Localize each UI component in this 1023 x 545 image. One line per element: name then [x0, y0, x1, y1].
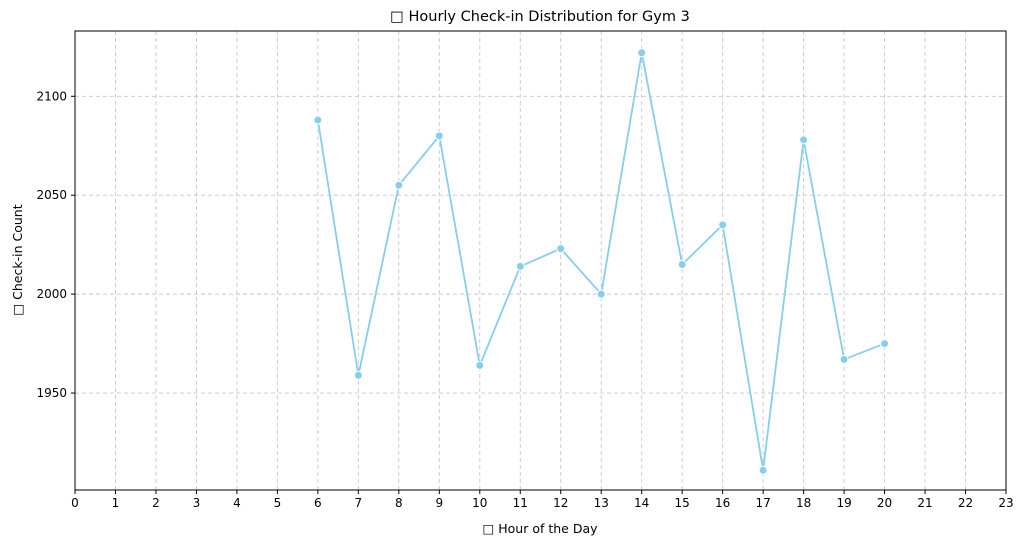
y-axis: 1950 2000 2050 2100 — [36, 89, 75, 400]
data-point — [758, 465, 768, 475]
x-tick-label: 22 — [958, 496, 973, 510]
data-point — [677, 259, 687, 269]
x-tick-label: 1 — [112, 496, 120, 510]
x-axis: 0 1 2 3 4 5 6 7 8 9 10 11 12 13 14 15 16 17 18 19 20 21 22 23 — [71, 490, 1014, 510]
data-point — [799, 135, 809, 145]
x-tick-label: 14 — [634, 496, 649, 510]
x-tick-label: 13 — [594, 496, 609, 510]
x-tick-label: 18 — [796, 496, 811, 510]
x-tick-label: 23 — [998, 496, 1013, 510]
y-axis-label: □ Check-in Count — [10, 204, 25, 315]
x-tick-label: 3 — [193, 496, 201, 510]
data-point — [596, 289, 606, 299]
x-tick-label: 9 — [435, 496, 443, 510]
x-tick-label: 5 — [274, 496, 282, 510]
x-tick-label: 4 — [233, 496, 241, 510]
x-tick-label: 19 — [836, 496, 851, 510]
x-tick-label: 2 — [152, 496, 160, 510]
x-tick-label: 11 — [513, 496, 528, 510]
x-tick-label: 12 — [553, 496, 568, 510]
x-axis-label: □ Hour of the Day — [482, 521, 598, 536]
data-point — [556, 244, 566, 254]
x-tick-label: 6 — [314, 496, 322, 510]
y-tick-label: 1950 — [36, 386, 67, 400]
x-tick-label: 0 — [71, 496, 79, 510]
x-tick-label: 7 — [355, 496, 363, 510]
data-point — [515, 261, 525, 271]
data-point — [637, 48, 647, 58]
data-point — [880, 339, 890, 349]
x-tick-label: 21 — [917, 496, 932, 510]
x-tick-label: 15 — [675, 496, 690, 510]
x-tick-label: 10 — [472, 496, 487, 510]
y-tick-label: 2050 — [36, 188, 67, 202]
x-tick-label: 20 — [877, 496, 892, 510]
plot-frame — [74, 30, 1007, 491]
data-point — [313, 115, 323, 125]
x-tick-label: 16 — [715, 496, 730, 510]
data-point — [475, 360, 485, 370]
grid-layer — [74, 31, 1007, 490]
y-tick-label: 2000 — [36, 287, 67, 301]
y-tick-label: 2100 — [36, 89, 67, 103]
chart-title: □ Hourly Check-in Distribution for Gym 3 — [390, 9, 690, 25]
x-tick-label: 17 — [755, 496, 770, 510]
data-point — [718, 220, 728, 230]
data-point — [353, 370, 363, 380]
data-point — [839, 354, 849, 364]
data-point — [434, 131, 444, 141]
data-point — [394, 180, 404, 190]
series-layer — [313, 48, 890, 475]
x-tick-label: 8 — [395, 496, 403, 510]
